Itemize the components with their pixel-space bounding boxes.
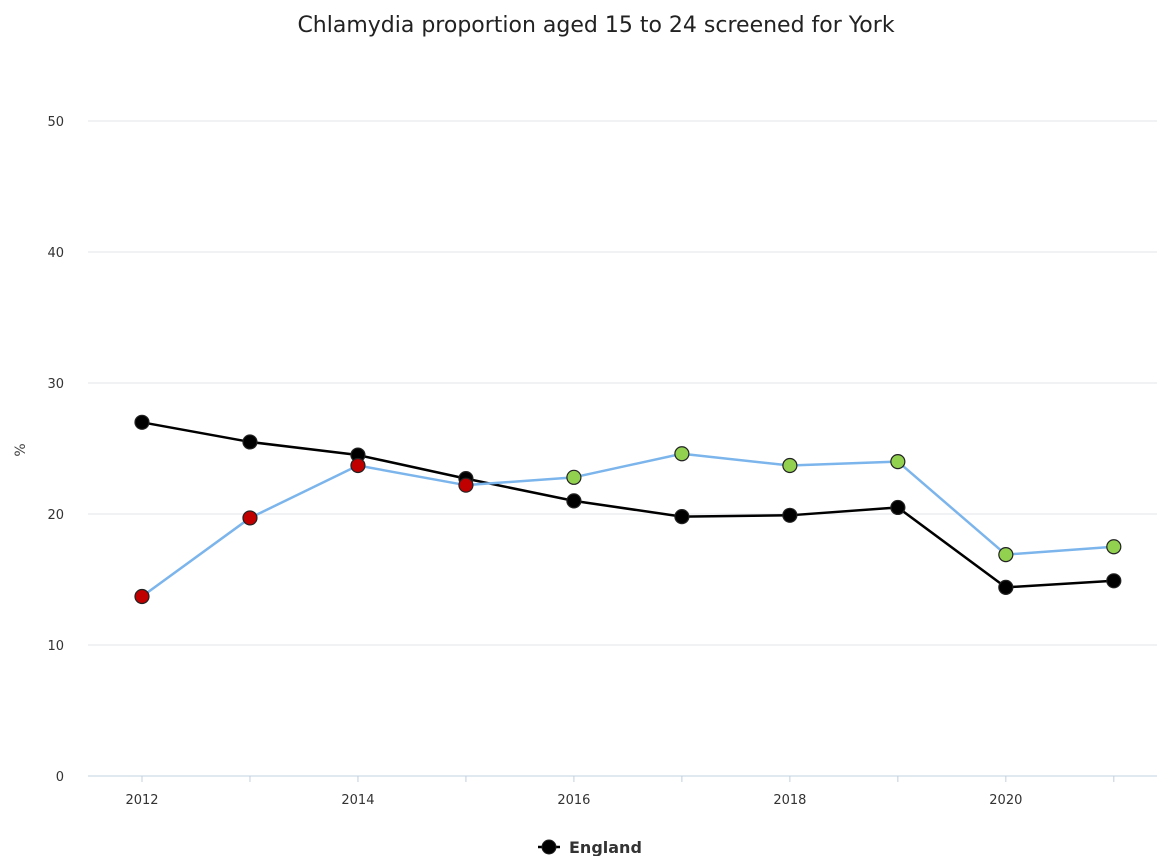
chart-title: Chlamydia proportion aged 15 to 24 scree…: [297, 13, 894, 38]
legend[interactable]: England: [538, 838, 642, 856]
series-1-point-2020[interactable]: [998, 547, 1014, 563]
series-1-point-2014[interactable]: [350, 457, 366, 474]
series-0-point-2021[interactable]: [1106, 573, 1122, 589]
x-tick-label-2016: 2016: [557, 793, 590, 808]
series-0-point-2013[interactable]: [242, 434, 258, 450]
y-tick-label-0: 0: [56, 770, 64, 785]
grid-lines: [88, 120, 1157, 646]
y-axis-ticks: 0 10 20 30 40 50: [47, 115, 64, 785]
series-1-point-2016[interactable]: [566, 469, 582, 485]
series-1-point-2013[interactable]: [242, 510, 258, 526]
series-1-point-2019[interactable]: [890, 454, 906, 470]
series-layer: [134, 414, 1122, 605]
series-1-point-2021[interactable]: [1106, 539, 1122, 555]
y-tick-label-10: 10: [47, 639, 64, 654]
y-tick-label-40: 40: [47, 246, 64, 261]
y-tick-label-50: 50: [47, 115, 64, 130]
x-tick-label-2018: 2018: [773, 793, 806, 808]
series-0-point-2012[interactable]: [134, 414, 150, 430]
series-0-point-2019[interactable]: [890, 499, 906, 516]
series-0-point-2017[interactable]: [674, 509, 690, 525]
series-0-point-2020[interactable]: [998, 579, 1014, 595]
series-line-0: [141, 421, 1114, 589]
series-1-point-2017[interactable]: [674, 446, 690, 462]
legend-label-0[interactable]: England: [569, 838, 642, 856]
series-0-point-2016[interactable]: [566, 493, 582, 509]
series-1-point-2012[interactable]: [134, 588, 150, 605]
x-tick-label-2014: 2014: [341, 793, 374, 808]
x-tick-label-2012: 2012: [125, 793, 158, 808]
x-axis: 2012 2014 2016 2018 2020: [88, 775, 1157, 808]
x-tick-label-2020: 2020: [989, 793, 1022, 808]
legend-marker-0: [541, 839, 557, 855]
series-line-1: [141, 452, 1114, 598]
y-tick-label-20: 20: [47, 508, 64, 523]
y-tick-label-30: 30: [47, 377, 64, 392]
series-0-point-2018[interactable]: [782, 507, 798, 523]
series-1-point-2015[interactable]: [458, 477, 474, 493]
y-axis-label: %: [13, 443, 29, 456]
series-1-point-2018[interactable]: [782, 457, 798, 474]
